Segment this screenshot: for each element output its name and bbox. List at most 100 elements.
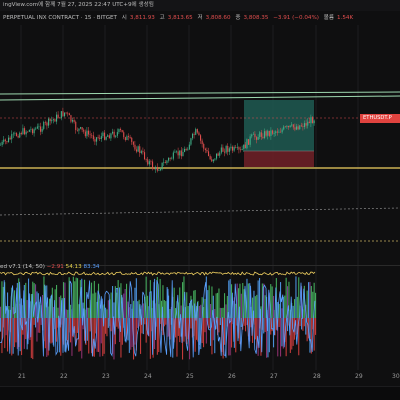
time-axis-label: 28 xyxy=(313,373,321,380)
candle-body xyxy=(268,130,270,136)
oscillator-bar-top xyxy=(259,278,261,318)
symbol-legend[interactable]: PERPETUAL INX CONTRACT · 15 · BITGET 시 3,… xyxy=(0,11,400,25)
oscillator-bar-top xyxy=(70,304,72,318)
position-loss-zone[interactable] xyxy=(244,151,314,167)
oscillator-bar-bottom xyxy=(277,318,279,357)
candle-body xyxy=(283,126,285,130)
oscillator-bar-top xyxy=(240,293,242,318)
candle-body xyxy=(288,126,290,128)
oscillator-bar-top xyxy=(44,285,46,318)
candle-body xyxy=(107,135,109,137)
oscillator-bar-bottom xyxy=(149,318,151,359)
candle-body xyxy=(230,146,232,149)
oscillator-bar-top xyxy=(26,300,28,318)
oscillator-bar-top xyxy=(64,282,66,318)
candle-body xyxy=(132,141,134,145)
oscillator-bar-top xyxy=(42,294,44,318)
candle-body xyxy=(105,136,107,140)
candle-body xyxy=(99,137,101,139)
oscillator-bar-bottom xyxy=(184,318,186,337)
candle-body xyxy=(198,132,200,136)
oscillator-bar-top xyxy=(79,280,81,318)
candle-body xyxy=(200,135,202,141)
oscillator-bar-top xyxy=(120,283,122,318)
candle-body xyxy=(116,132,118,136)
oscillator-bar-top xyxy=(112,286,114,318)
oscillator-bar-bottom xyxy=(126,318,128,339)
oscillator-bar-top xyxy=(86,307,88,318)
oscillator-bar-top xyxy=(161,300,163,318)
oscillator-bar-bottom xyxy=(30,318,32,358)
oscillator-bar-bottom xyxy=(207,318,209,326)
oscillator-bar-bottom xyxy=(168,318,170,337)
oscillator-bar-top xyxy=(261,283,263,318)
oscillator-bar-bottom xyxy=(105,318,107,334)
oscillator-bar-top xyxy=(252,297,254,318)
candlestick-series[interactable] xyxy=(0,107,315,173)
candle-body xyxy=(72,120,74,122)
trend-line-upper[interactable] xyxy=(0,91,400,95)
trend-line-lower-green[interactable] xyxy=(0,95,400,101)
position-profit-zone[interactable] xyxy=(244,100,314,151)
oscillator-bar-bottom xyxy=(117,318,119,329)
candle-body xyxy=(22,128,24,135)
oscillator-bar-top xyxy=(169,308,171,318)
candle-body xyxy=(280,131,282,133)
oscillator-bar-top xyxy=(67,309,69,318)
pane-separator[interactable] xyxy=(0,265,400,266)
oscillator-bar-bottom xyxy=(254,318,256,340)
oscillator-bar-top xyxy=(99,300,101,318)
candle-body xyxy=(203,144,205,149)
oscillator-bar-top xyxy=(203,306,205,318)
candle-body xyxy=(201,140,203,145)
candle-body xyxy=(1,141,3,145)
oscillator-bar-bottom xyxy=(116,318,118,327)
oscillator-bar-top xyxy=(15,303,17,318)
oscillator-bar-top xyxy=(133,300,135,318)
candle-body xyxy=(51,120,53,122)
price-tag[interactable]: ETHUSDT.P xyxy=(360,114,400,123)
oscillator-bar-top xyxy=(25,282,27,318)
oscillator-bar-top xyxy=(247,283,249,318)
oscillator-bar-top xyxy=(245,294,247,318)
candle-body xyxy=(313,120,315,124)
candle-body xyxy=(257,137,259,140)
volume-value: 1.54K xyxy=(337,15,354,21)
oscillator-bar-bottom xyxy=(163,318,165,327)
oscillator-bar-top xyxy=(180,305,182,318)
candle-body xyxy=(177,151,179,156)
oscillator-bar-bottom xyxy=(313,318,315,351)
oscillator-bar-top xyxy=(173,287,175,318)
candle-body xyxy=(193,133,195,135)
candle-body xyxy=(35,128,37,130)
oscillator-bar-bottom xyxy=(228,318,230,356)
oscillator-bar-top xyxy=(145,276,147,318)
candle-body xyxy=(251,134,253,137)
candle-body xyxy=(272,130,274,134)
oscillator-bar-top xyxy=(9,309,11,318)
candle-body xyxy=(115,135,117,137)
oscillator-bar-bottom xyxy=(141,318,143,334)
oscillator-bar-bottom xyxy=(284,318,286,343)
oscillator-bar-bottom xyxy=(159,318,161,325)
oscillator-bar-top xyxy=(296,296,298,318)
oscillator-bar-bottom xyxy=(78,318,80,352)
indicator-legend[interactable]: ed v7.1 (14, 50) −2.91 54.13 83.34 xyxy=(0,262,99,272)
oscillator-bar-top xyxy=(254,296,256,318)
candle-body xyxy=(216,153,218,159)
oscillator-bar-top xyxy=(221,308,223,318)
time-axis[interactable]: 21 22 23 24 25 26 27 28 29 30 xyxy=(0,370,400,384)
oscillator-bar-top xyxy=(107,300,109,318)
candle-body xyxy=(281,129,283,133)
candle-body xyxy=(16,133,18,136)
candle-body xyxy=(190,138,192,145)
candle-body xyxy=(110,133,112,139)
open-label: 시 xyxy=(121,15,127,21)
candle-body xyxy=(0,144,2,146)
oscillator-bar-bottom xyxy=(162,318,164,336)
oscillator-bar-bottom xyxy=(58,318,60,353)
candle-body xyxy=(142,151,144,153)
oscillator-bar-top xyxy=(43,276,45,318)
